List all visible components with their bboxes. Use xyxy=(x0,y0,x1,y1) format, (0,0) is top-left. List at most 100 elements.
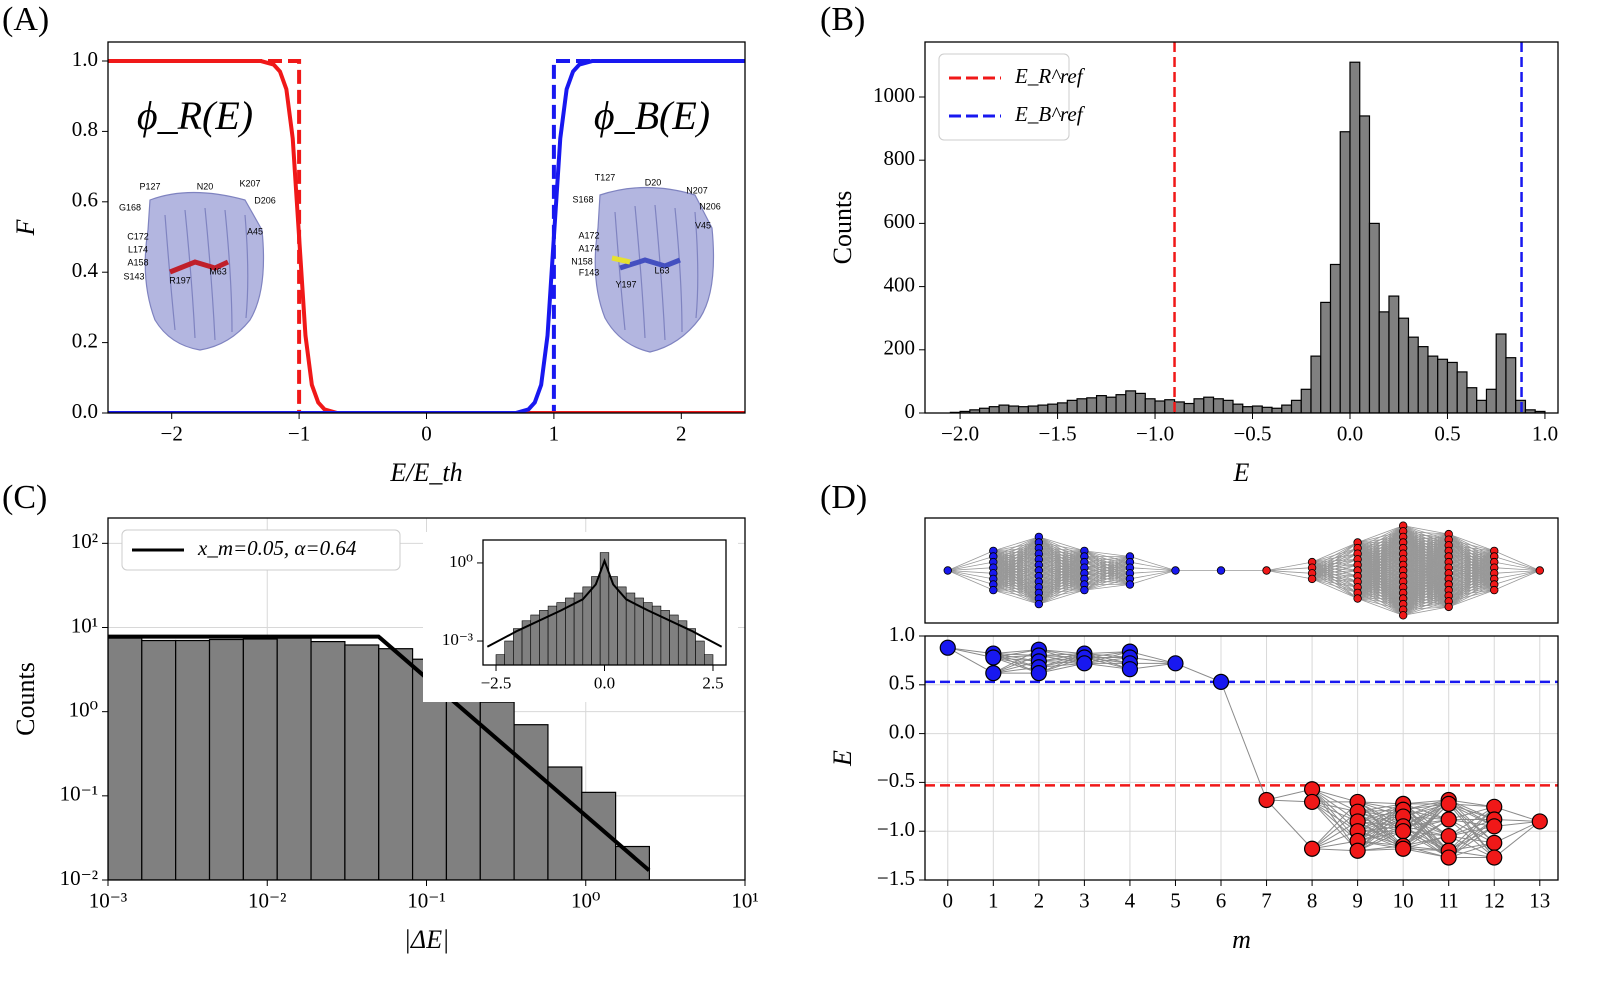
edge xyxy=(1448,567,1495,608)
x-tick-label: 9 xyxy=(1352,889,1363,913)
bar xyxy=(495,654,505,665)
bar xyxy=(276,637,312,880)
x-tick-label: 10⁻² xyxy=(248,889,286,913)
bar xyxy=(615,845,650,880)
x-tick-label: 10⁻³ xyxy=(89,889,127,913)
point xyxy=(1395,840,1412,857)
x-tick-label: −1.5 xyxy=(1039,422,1077,446)
edge xyxy=(1129,561,1176,571)
point xyxy=(1440,811,1457,828)
x-tick-label: −0.5 xyxy=(1233,422,1271,446)
line xyxy=(108,634,651,872)
residue-label: T127 xyxy=(595,172,616,182)
residue-label: A45 xyxy=(247,226,263,236)
residue-label: N206 xyxy=(699,201,721,211)
edge xyxy=(1448,550,1495,580)
bar xyxy=(344,644,380,880)
edge xyxy=(1084,572,1131,591)
edge xyxy=(1448,550,1495,585)
edge xyxy=(1402,533,1450,616)
edge xyxy=(1038,536,1085,552)
x-tick-label: −1.0 xyxy=(1136,422,1174,446)
edge xyxy=(1266,561,1313,571)
edge xyxy=(1357,542,1404,599)
bar xyxy=(1485,388,1497,413)
y-tick-label: 10⁻¹ xyxy=(60,782,98,806)
bar xyxy=(1251,405,1263,413)
edge xyxy=(993,536,1040,563)
edge xyxy=(1357,816,1404,852)
x-tick-label: 11 xyxy=(1439,889,1459,913)
edge xyxy=(1311,558,1358,580)
node xyxy=(1353,594,1362,603)
bar xyxy=(108,637,143,880)
edge xyxy=(993,542,1040,591)
edge xyxy=(1448,550,1495,596)
panel-label: (D) xyxy=(820,479,867,516)
plot-frame xyxy=(924,635,1559,881)
edge xyxy=(1448,544,1495,552)
edge xyxy=(1402,533,1449,566)
plot-frame xyxy=(924,41,1559,414)
x-tick-label: 10⁻¹ xyxy=(407,889,445,913)
edge xyxy=(947,556,994,571)
edge xyxy=(1311,821,1358,850)
edge xyxy=(993,536,1040,574)
y-tick-label: 0.8 xyxy=(72,117,98,141)
x-tick-label: −2 xyxy=(161,422,183,446)
node xyxy=(1171,566,1180,575)
y-tick-label: 800 xyxy=(884,146,916,170)
bar xyxy=(175,639,211,880)
edge xyxy=(1402,539,1450,616)
edge xyxy=(1312,578,1358,583)
edge xyxy=(1311,788,1358,822)
bar xyxy=(591,576,601,665)
node xyxy=(1034,599,1044,609)
edge xyxy=(1494,820,1540,844)
bar xyxy=(378,648,414,880)
point xyxy=(1395,823,1412,840)
bar xyxy=(1281,404,1293,413)
residue-label: P127 xyxy=(139,181,160,191)
bar xyxy=(1378,311,1390,413)
plot-frame xyxy=(924,517,1559,624)
x-tick-label: 10⁰ xyxy=(571,889,600,913)
edge xyxy=(947,570,994,585)
edge xyxy=(1402,533,1450,605)
y-axis-label: Counts xyxy=(828,191,857,265)
edge xyxy=(1038,550,1085,605)
bar xyxy=(1329,263,1341,413)
residue-label: C172 xyxy=(127,231,149,241)
x-tick-label: 1 xyxy=(988,889,999,913)
y-tick-label: 1.0 xyxy=(889,622,915,646)
bar xyxy=(1183,402,1195,413)
bar xyxy=(1115,394,1127,413)
edge xyxy=(1038,584,1085,605)
x-tick-label: 0 xyxy=(421,422,432,446)
edge xyxy=(1357,525,1404,560)
edge xyxy=(1038,550,1085,560)
node xyxy=(1307,574,1317,584)
edge xyxy=(1402,533,1450,594)
node xyxy=(943,566,952,575)
x-tick-label: 0.0 xyxy=(594,674,615,693)
edge xyxy=(1357,558,1404,599)
edge xyxy=(947,570,994,574)
edge xyxy=(1448,589,1495,608)
edge xyxy=(1403,525,1449,535)
edge xyxy=(993,589,1039,599)
bar xyxy=(208,638,244,880)
panel-label: (C) xyxy=(2,479,47,516)
point xyxy=(1486,834,1503,852)
edge xyxy=(1494,556,1540,571)
edge xyxy=(1357,586,1404,599)
plot-frame xyxy=(107,517,746,881)
edge xyxy=(1038,567,1085,605)
edge xyxy=(1357,553,1404,599)
edge xyxy=(1038,589,1085,605)
edge xyxy=(947,561,994,571)
bar xyxy=(1086,397,1098,413)
bar xyxy=(1466,387,1478,413)
bar xyxy=(608,576,618,665)
